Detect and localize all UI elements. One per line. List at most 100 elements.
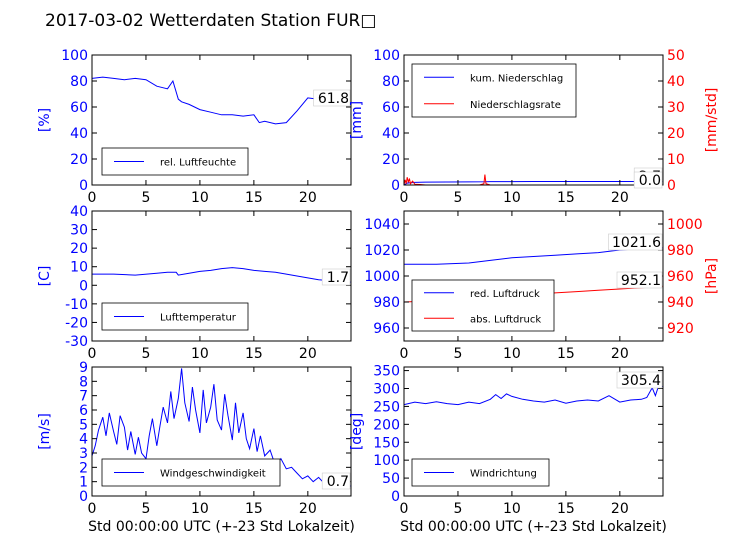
y-tick-label: 4 (79, 432, 88, 448)
panel-humidity: 0 5 10 15 20 0 20 40 60 80 100 [%] rel. Luftfeuchte 6… (37, 48, 352, 206)
y-right-tick-label: 980 (667, 243, 694, 259)
x-tick-label: 0 (400, 190, 409, 206)
series-line-lufttemperatur (92, 267, 351, 283)
y-right-tick-label: 960 (667, 269, 694, 285)
x-tick-label: 20 (611, 346, 629, 362)
y-tick-label: 40 (70, 126, 88, 142)
x-tick-label: 10 (503, 346, 521, 362)
x-tick-label: 20 (611, 190, 629, 206)
y-tick-label: 0 (391, 178, 400, 194)
y-right-tick-label: 0 (667, 178, 676, 194)
plot-frame (403, 54, 664, 186)
legend-label: Niederschlagsrate (470, 100, 561, 111)
y-tick-label: 60 (70, 100, 88, 116)
legend-box (411, 279, 555, 332)
y-axis-label: [C] (37, 266, 53, 287)
y-tick-label: 20 (382, 152, 400, 168)
y-tick-label: 40 (70, 204, 88, 220)
last-value-label-right-box (633, 171, 663, 189)
legend-label: Windrichtung (470, 469, 537, 480)
x-tick-label: 10 (191, 501, 209, 517)
x-tick-label: 15 (245, 501, 263, 517)
x-tick-label: 5 (141, 346, 150, 362)
y-tick-label: 6 (79, 403, 88, 419)
legend-label: red. Luftdruck (470, 289, 540, 300)
x-tick-label: 0 (400, 501, 409, 517)
last-value-label: 305.4 (621, 373, 661, 389)
y-tick-label: 40 (382, 126, 400, 142)
x-tick-label: 15 (245, 190, 263, 206)
figure-title: 2017-03-02 Wetterdaten Station FUR□ (45, 11, 376, 31)
y-tick-label: 100 (373, 453, 400, 469)
y-tick-label: 1 (79, 475, 88, 491)
y-tick-label: 3 (79, 446, 88, 462)
plot-frame (91, 366, 352, 497)
series-line-kum-niederschlag (404, 181, 663, 185)
x-tick-label: 15 (557, 190, 575, 206)
y-tick-label: 7 (79, 389, 88, 405)
y-tick-label: 20 (70, 152, 88, 168)
series-line-rel-luftfeuchte (92, 76, 351, 125)
y-tick-label: 0 (79, 489, 88, 505)
y-tick-label: 9 (79, 360, 88, 376)
y-tick-label: 250 (373, 399, 400, 415)
y-tick-label: 80 (382, 74, 400, 90)
x-tick-label: 15 (557, 346, 575, 362)
y-right-tick-label: 920 (667, 321, 694, 337)
y-tick-label: -30 (65, 334, 88, 350)
x-tick-label: 15 (557, 501, 575, 517)
y-tick-label: 0 (391, 489, 400, 505)
y-tick-label: 60 (382, 100, 400, 116)
x-tick-label: 0 (88, 501, 97, 517)
x-tick-label: 10 (191, 346, 209, 362)
series-line-niederschlagsrate (404, 174, 663, 185)
y-tick-label: 30 (70, 223, 88, 239)
y-tick-label: 100 (373, 48, 400, 64)
legend-label: Windgeschwindigkeit (160, 469, 266, 480)
x-tick-label: 20 (299, 190, 317, 206)
y-axis-label: [%] (37, 108, 53, 132)
y-tick-label: 960 (373, 321, 400, 337)
y-right-tick-label: 30 (667, 100, 685, 116)
y-tick-label: 1020 (364, 243, 400, 259)
y-tick-label: 200 (373, 417, 400, 433)
y-tick-label: 100 (61, 48, 88, 64)
y-right-axis-label: [hPa] (704, 258, 720, 294)
plot-frame (91, 210, 352, 342)
y-right-tick-label: 20 (667, 126, 685, 142)
y-axis-label: [mm] (349, 101, 365, 139)
legend-label: Lufttemperatur (160, 313, 237, 324)
y-tick-label: 980 (373, 295, 400, 311)
x-tick-label: 5 (141, 501, 150, 517)
last-value-label-box (616, 371, 663, 389)
y-right-tick-label: 40 (667, 74, 685, 90)
x-tick-label: 20 (611, 501, 629, 517)
last-value-label: 0.7 (327, 474, 349, 490)
legend-box (411, 63, 577, 118)
y-tick-label: 300 (373, 382, 400, 398)
x-tick-label: 10 (191, 190, 209, 206)
x-tick-label: 0 (88, 346, 97, 362)
y-tick-label: 0 (79, 178, 88, 194)
x-tick-label: 20 (299, 501, 317, 517)
y-right-tick-label: 10 (667, 152, 685, 168)
y-tick-label: 1000 (364, 269, 400, 285)
last-value-label: 61.8 (318, 91, 349, 107)
y-axis-label: [m/s] (37, 413, 53, 450)
last-value-label-right-box (616, 271, 663, 289)
last-value-label-box (321, 268, 351, 286)
x-tick-label: 5 (453, 501, 462, 517)
last-value-label-right: 0.0 (639, 173, 661, 189)
y-tick-label: 8 (79, 374, 88, 390)
x-axis-label: Std 00:00:00 UTC (+-23 Std Lokalzeit) (88, 519, 355, 535)
y-tick-label: 0 (79, 278, 88, 294)
y-right-tick-label: 940 (667, 295, 694, 311)
y-right-tick-label: 1000 (667, 217, 703, 233)
y-tick-label: 80 (70, 74, 88, 90)
plot-frame (403, 366, 664, 497)
x-tick-label: 0 (88, 190, 97, 206)
